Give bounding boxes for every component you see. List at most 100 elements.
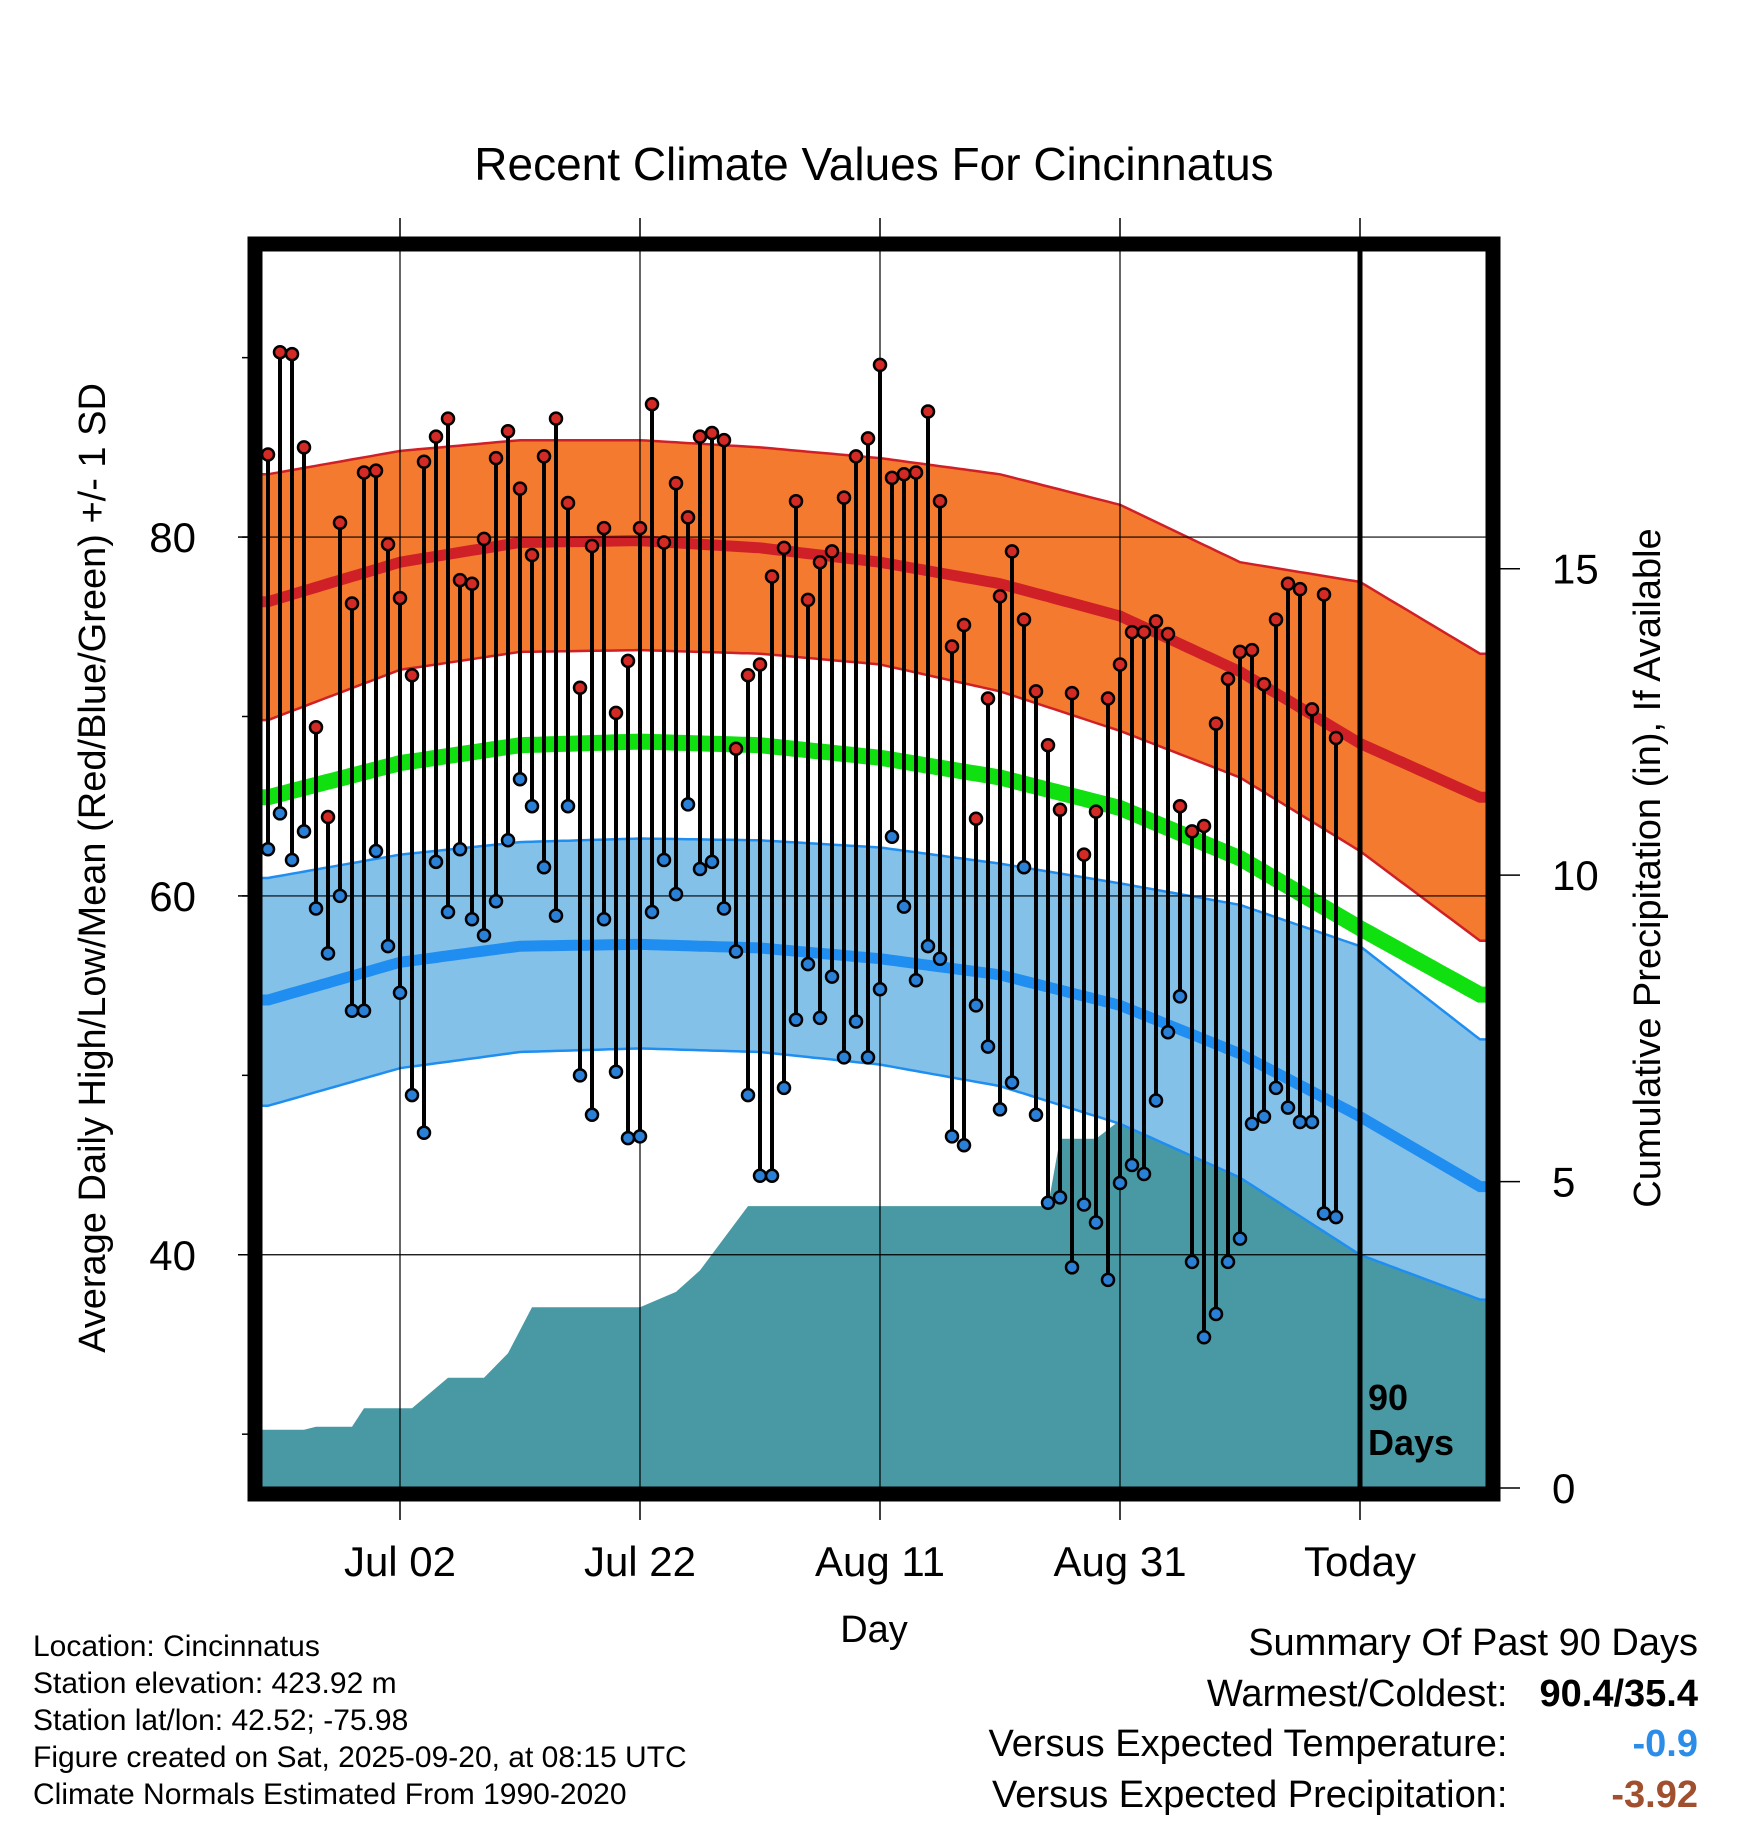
daily-high-point (908, 465, 924, 480)
daily-low-point (1232, 1231, 1248, 1246)
daily-high-point (860, 431, 876, 446)
footer-location: Location: Cincinnatus (33, 1630, 320, 1663)
plot-frame (247, 236, 1501, 1502)
daily-high-point (1328, 730, 1344, 746)
daily-low-point (368, 843, 384, 859)
daily-high-point (1124, 624, 1140, 640)
x-tick-label: Jul 22 (584, 1538, 696, 1585)
daily-low-point (1268, 1080, 1284, 1096)
footer-elevation: Station elevation: 423.92 m (33, 1667, 397, 1700)
daily-high-point (776, 540, 792, 556)
y-tick-label: 40 (149, 1232, 196, 1279)
summary-temp-label: Versus Expected Temperature: (988, 1723, 1508, 1765)
daily-low-point (824, 969, 840, 984)
daily-low-point (896, 899, 912, 914)
normal-low-line (262, 938, 1486, 1193)
daily-low-point (356, 1003, 372, 1018)
daily-low-point (1172, 989, 1188, 1004)
daily-low-point (308, 901, 324, 916)
daily-high-point (368, 463, 384, 478)
daily-high-point (1004, 544, 1020, 559)
daily-high-point (1244, 642, 1260, 658)
low-sd-band-lower-edge (262, 1047, 1486, 1301)
daily-low-point (1316, 1206, 1332, 1221)
daily-low-point (848, 1014, 864, 1029)
daily-high-point (680, 510, 696, 525)
daily-low-point (1088, 1215, 1104, 1230)
daily-low-point (728, 944, 744, 959)
daily-low-point (284, 852, 300, 868)
daily-low-point (1292, 1114, 1308, 1130)
daily-low-point (1304, 1114, 1320, 1130)
daily-low-point (512, 772, 528, 787)
summary-warm-cold-value: 90.4/35.4 (1539, 1673, 1698, 1715)
daily-high-point (548, 411, 564, 426)
x-tick-label: Aug 11 (815, 1538, 945, 1585)
y2-tick-label: 5 (1552, 1159, 1575, 1206)
high-sd-band-lower-edge (262, 648, 1486, 943)
daily-low-point (788, 1012, 804, 1027)
daily-low-point (464, 911, 480, 927)
daily-high-point (1208, 716, 1224, 731)
daily-low-point (968, 998, 984, 1013)
daily-low-point (1148, 1093, 1164, 1108)
daily-high-point (968, 811, 984, 827)
daily-low-point (1256, 1109, 1272, 1124)
daily-high-point (332, 515, 348, 530)
y-tick-label: 80 (149, 514, 196, 561)
normal-mean-line (262, 733, 1486, 1003)
window-label-line2: Days (1368, 1422, 1454, 1463)
daily-high-point (536, 449, 552, 464)
daily-low-point (872, 981, 888, 997)
daily-low-point (836, 1050, 852, 1065)
daily-low-point (812, 1010, 828, 1026)
daily-high-point (476, 531, 492, 547)
daily-low-point (320, 946, 336, 961)
daily-high-point (1256, 676, 1272, 692)
daily-high-point (848, 449, 864, 464)
daily-high-point (980, 691, 996, 706)
y-tick-label: 60 (149, 873, 196, 920)
daily-high-point (1112, 657, 1128, 672)
daily-high-point (944, 639, 960, 654)
daily-low-point (944, 1129, 960, 1144)
daily-high-point (1064, 685, 1080, 701)
daily-low-point (476, 928, 492, 943)
daily-high-point (812, 554, 828, 570)
daily-low-point (404, 1087, 420, 1103)
daily-high-point (692, 429, 708, 444)
daily-high-point (656, 535, 672, 550)
daily-high-point (1280, 576, 1296, 591)
summary-heading: Summary Of Past 90 Days (1248, 1622, 1698, 1664)
daily-high-point (800, 592, 816, 608)
daily-low-point (1184, 1254, 1200, 1270)
daily-low-point (1136, 1166, 1152, 1182)
daily-low-point (1160, 1025, 1176, 1040)
daily-low-point (620, 1130, 636, 1146)
daily-high-point (512, 481, 528, 496)
high-sd-band-upper-edge (262, 438, 1486, 655)
daily-high-point (596, 520, 612, 536)
daily-high-point (1148, 614, 1164, 629)
daily-high-point (872, 357, 888, 373)
y2-tick-label: 0 (1552, 1465, 1575, 1512)
daily-low-point (296, 824, 312, 839)
daily-low-point (632, 1129, 648, 1144)
daily-high-point (608, 705, 624, 721)
daily-low-point (752, 1168, 768, 1184)
daily-low-point (1244, 1116, 1260, 1132)
daily-low-point (1016, 859, 1032, 875)
daily-high-point (572, 680, 588, 696)
summary-temp-value: -0.9 (1632, 1723, 1698, 1765)
daily-low-point (332, 888, 348, 904)
daily-low-point (1124, 1157, 1140, 1173)
summary-precip-value: -3.92 (1611, 1774, 1698, 1816)
daily-high-point (296, 440, 312, 455)
daily-low-point (860, 1050, 876, 1065)
plot-area (262, 250, 1486, 1488)
daily-low-point (692, 861, 708, 877)
footer-created: Figure created on Sat, 2025-09-20, at 08… (33, 1741, 687, 1774)
daily-high-point (524, 547, 540, 563)
daily-low-point (800, 956, 816, 972)
daily-low-point (1052, 1190, 1068, 1205)
